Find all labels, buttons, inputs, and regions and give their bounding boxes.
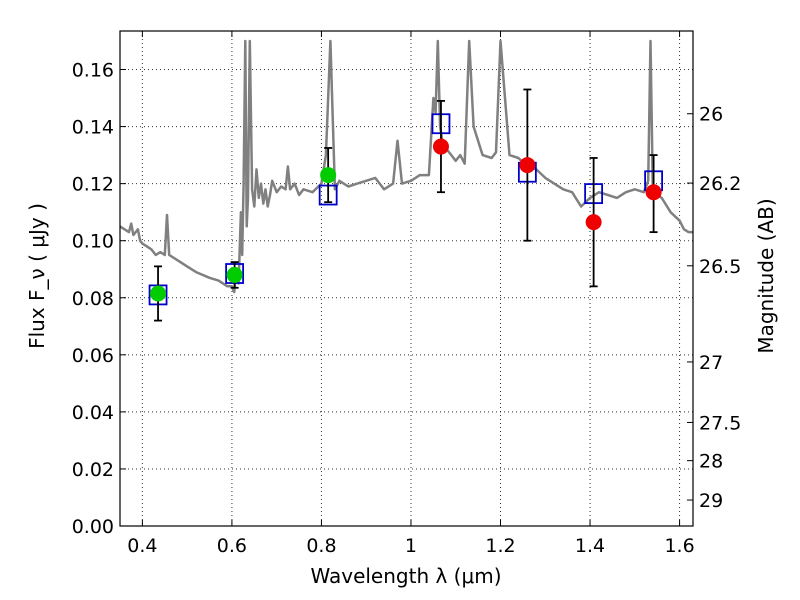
photometry-point (519, 157, 536, 174)
x-tick-label: 1.4 (575, 535, 605, 557)
photometry-point (226, 266, 243, 283)
photometry-point (150, 285, 167, 302)
right-axis-label: Magnitude (AB) (754, 198, 778, 353)
right-tick-label: 29 (699, 490, 723, 512)
right-tick-label: 28 (699, 451, 723, 473)
photometry-point (645, 184, 662, 201)
right-tick-label: 27 (699, 352, 723, 374)
ticks (120, 31, 693, 527)
photometry-point (432, 138, 449, 155)
y-tick-label: 0.10 (72, 231, 114, 253)
y-tick-label: 0.02 (72, 459, 114, 481)
right-tick-label: 26 (699, 104, 723, 126)
y-tick-label: 0.16 (72, 60, 114, 82)
y-tick-label: 0.12 (72, 174, 114, 196)
plot-data (120, 39, 693, 322)
y-tick-label: 0.04 (72, 402, 114, 424)
x-tick-label: 0.8 (306, 535, 336, 557)
grid (120, 31, 693, 527)
right-tick-label: 27.5 (699, 412, 741, 434)
x-tick-label: 1 (405, 535, 417, 557)
y-tick-label: 0.14 (72, 117, 114, 139)
right-tick-label: 26.2 (699, 173, 741, 195)
right-tick-label: 26.5 (699, 256, 741, 278)
photometry-point (320, 167, 337, 184)
x-tick-label: 0.4 (127, 535, 157, 557)
y-axis-label: Flux F_ν ( μJy ) (25, 203, 49, 349)
photometry-point (585, 214, 602, 231)
x-tick-label: 0.6 (217, 535, 247, 557)
x-axis-label: Wavelength λ (μm) (310, 564, 501, 588)
x-tick-label: 1.2 (485, 535, 515, 557)
sed-model-line (120, 39, 693, 294)
y-tick-label: 0.00 (72, 516, 114, 538)
x-tick-label: 1.6 (664, 535, 694, 557)
y-tick-label: 0.06 (72, 345, 114, 367)
tick-labels: 0.4 0.6 0.8 1 1.2 1.4 1.6 0.00 0.02 0.04 0.06 0.08 0… (72, 60, 742, 557)
y-tick-label: 0.08 (72, 288, 114, 310)
plot-frame (119, 30, 694, 527)
